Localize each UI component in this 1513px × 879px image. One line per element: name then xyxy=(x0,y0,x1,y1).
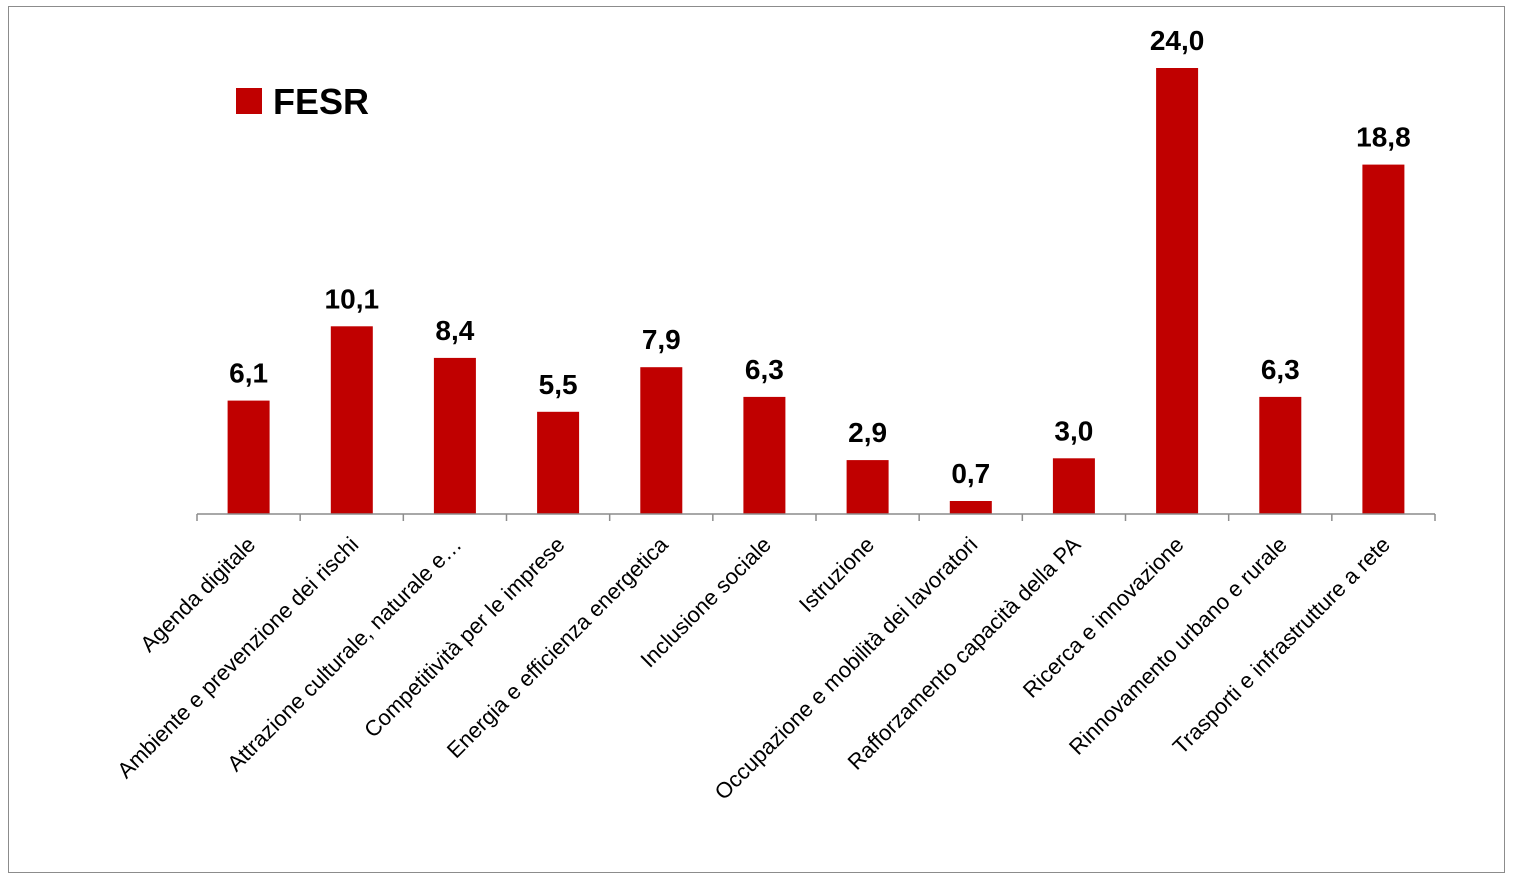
value-label-occupazione-e-mobilita-dei-lavoratori: 0,7 xyxy=(951,458,990,489)
x-axis xyxy=(196,513,1436,521)
value-label-energia-e-efficienza-energetica: 7,9 xyxy=(642,324,681,355)
bar-ambiente-e-prevenzione-dei-rischi xyxy=(330,326,373,514)
legend: FESR xyxy=(236,81,369,122)
value-label-ricerca-e-innovazione: 24,0 xyxy=(1150,25,1205,56)
value-label-trasporti-e-infrastrutture-a-rete: 18,8 xyxy=(1356,122,1411,153)
legend-swatch xyxy=(236,88,262,114)
bar-rafforzamento-capacita-della-pa xyxy=(1052,458,1095,515)
bar-ricerca-e-innovazione xyxy=(1156,68,1199,514)
bar-energia-e-efficienza-energetica xyxy=(640,367,683,514)
bar-agenda-digitale xyxy=(227,400,270,514)
value-label-attrazione-culturale-naturale-e: 8,4 xyxy=(435,315,474,346)
value-label-istruzione: 2,9 xyxy=(848,417,887,448)
category-label-trasporti-e-infrastrutture-a-rete: Trasporti e infrastrutture a rete xyxy=(1168,532,1395,759)
value-labels-group: 6,1 10,1 8,4 5,5 7,9 6,3 2,9 0,7 3,0 24,0 6,3 18,8 xyxy=(229,25,1411,489)
bars-group xyxy=(227,68,1405,515)
category-label-rinnovamento-urbano-e-rurale: Rinnovamento urbano e rurale xyxy=(1064,532,1292,760)
value-label-competitivita-per-le-imprese: 5,5 xyxy=(539,369,578,400)
bar-attrazione-culturale-naturale-e xyxy=(433,357,476,514)
value-label-inclusione-sociale: 6,3 xyxy=(745,354,784,385)
bar-trasporti-e-infrastrutture-a-rete xyxy=(1362,164,1405,514)
category-label-competitivita-per-le-imprese: Competitività per le imprese xyxy=(359,532,569,742)
bar-istruzione xyxy=(846,460,889,514)
bar-inclusione-sociale xyxy=(743,396,786,514)
category-label-istruzione: Istruzione xyxy=(794,532,879,617)
legend-label-fesr: FESR xyxy=(273,81,369,122)
category-label-energia-e-efficienza-energetica: Energia e efficienza energetica xyxy=(442,531,674,763)
bar-occupazione-e-mobilita-dei-lavoratori xyxy=(949,501,992,514)
bar-competitivita-per-le-imprese xyxy=(537,411,580,514)
value-label-agenda-digitale: 6,1 xyxy=(229,358,268,389)
value-label-ambiente-e-prevenzione-dei-rischi: 10,1 xyxy=(325,283,380,314)
bar-rinnovamento-urbano-e-rurale xyxy=(1259,396,1302,514)
value-label-rafforzamento-capacita-della-pa: 3,0 xyxy=(1054,415,1093,446)
value-label-rinnovamento-urbano-e-rurale: 6,3 xyxy=(1261,354,1300,385)
